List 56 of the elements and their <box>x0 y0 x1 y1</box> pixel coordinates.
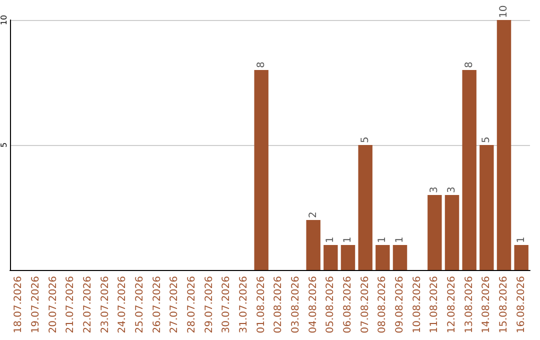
data-label: 10 <box>498 5 510 18</box>
bar <box>254 70 268 270</box>
data-label: 5 <box>481 136 492 143</box>
x-tick-label: 28.07.2026 <box>186 276 198 334</box>
bar <box>358 145 372 270</box>
data-label: 1 <box>342 236 354 243</box>
x-tick-label: 20.07.2026 <box>48 276 59 334</box>
data-label: 3 <box>446 186 458 193</box>
x-tick-label: 27.07.2026 <box>169 276 180 334</box>
x-tick-label: 15.08.2026 <box>498 276 510 334</box>
data-label: 8 <box>464 62 475 68</box>
x-tick-label: 04.08.2026 <box>308 276 319 334</box>
bar <box>480 145 494 270</box>
bar <box>392 245 408 270</box>
x-tick-label: 03.08.2026 <box>290 276 302 334</box>
bar <box>306 220 320 270</box>
x-tick-label: 25.07.2026 <box>134 276 146 334</box>
x-tick-label: 06.08.2026 <box>342 276 354 334</box>
x-tick-label: 14.08.2026 <box>481 276 492 334</box>
x-tick-label: 08.08.2026 <box>377 276 388 334</box>
x-tick-label: 26.07.2026 <box>152 276 163 334</box>
x-tick-label: 19.07.2026 <box>30 276 42 334</box>
x-tick-label: 21.07.2026 <box>65 276 76 334</box>
x-tick-label: 31.07.2026 <box>238 276 250 334</box>
x-tick-label: 23.07.2026 <box>100 276 111 334</box>
x-tick-label: 11.08.2026 <box>429 276 440 334</box>
data-label: 3 <box>429 186 440 193</box>
x-tick-label: 22.07.2026 <box>82 276 94 334</box>
x-tick-label: 07.08.2026 <box>360 276 371 334</box>
bar <box>376 245 390 270</box>
x-tick-label: 29.07.2026 <box>204 276 215 334</box>
bar <box>462 70 476 270</box>
data-label: 1 <box>377 236 388 243</box>
x-tick-label: 30.07.2026 <box>221 276 232 334</box>
x-tick-label: 02.08.2026 <box>273 276 284 334</box>
data-label: 8 <box>256 62 267 68</box>
data-label: 5 <box>360 136 371 143</box>
x-tick-label: 16.08.2026 <box>516 276 527 334</box>
data-label: 2 <box>308 212 319 218</box>
x-tick-label: 05.08.2026 <box>325 276 336 334</box>
data-label: 1 <box>394 236 406 243</box>
bar <box>324 245 338 270</box>
data-label: 1 <box>516 236 527 243</box>
x-tick-label: 18.07.2026 <box>13 276 24 334</box>
x-tick-label: 24.07.2026 <box>117 276 128 334</box>
x-tick-label: 13.08.2026 <box>464 276 475 334</box>
x-tick-label: 09.08.2026 <box>394 276 406 334</box>
bar <box>514 245 528 270</box>
bar <box>428 195 442 270</box>
x-tick-label: 12.08.2026 <box>446 276 458 334</box>
bar <box>340 245 356 270</box>
data-label: 1 <box>325 236 336 243</box>
bar <box>496 20 512 270</box>
x-tick-label: 01.08.2026 <box>256 276 267 334</box>
x-tick-label: 10.08.2026 <box>412 276 423 334</box>
bar <box>444 195 460 270</box>
